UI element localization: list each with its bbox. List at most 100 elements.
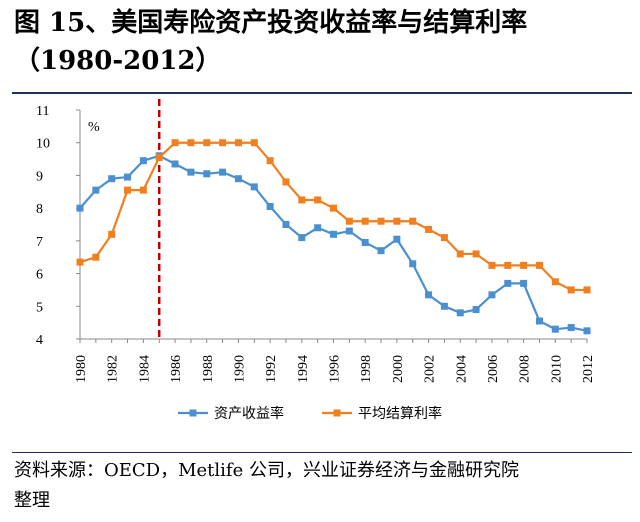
data-point [330,204,337,212]
data-point [377,247,385,255]
unit-label: % [88,120,100,135]
data-point [551,325,559,333]
x-tick-label: 1994 [296,355,311,383]
data-point [488,261,496,269]
legend-swatch-marker [189,409,197,417]
data-point [583,327,591,335]
data-point [488,291,496,299]
data-point [219,168,227,176]
title-divider [12,92,632,94]
data-point [314,196,322,204]
data-point [504,279,512,287]
data-point [76,204,84,212]
data-point [345,217,353,225]
data-point [456,250,464,258]
data-point [535,261,543,269]
data-point [583,286,591,294]
data-point [250,183,258,191]
data-point [234,175,242,183]
line-chart: 4 5 6 7 8 9 10 11 1980 1982 1984 1986 1988 1990 1992 19… [36,99,596,422]
y-tick-label: 10 [36,137,50,152]
x-tick-label: 1986 [169,355,184,383]
series-1 [76,152,591,335]
legend-label: 资产收益率 [214,405,284,422]
data-point [108,175,116,183]
data-point [535,317,543,325]
data-point [219,139,227,147]
data-point [361,217,369,225]
data-point [409,217,417,225]
data-point [345,227,353,235]
x-tick-label: 1980 [74,355,89,383]
data-point [520,279,528,287]
data-point [567,286,575,294]
y-tick-label: 9 [36,169,43,184]
x-tick-label: 1996 [328,355,343,383]
x-tick-label: 1990 [232,355,247,383]
data-point [393,217,401,225]
data-point [472,250,480,258]
data-point [108,230,116,238]
x-tick-label: 1984 [137,355,152,383]
figure-title-line1: 图 15、美国寿险资产投资收益率与结算利率 [14,8,528,38]
data-point [76,258,84,266]
series-2 [76,139,591,294]
data-point [472,306,480,314]
data-point [92,253,100,261]
legend-label: 平均结算利率 [358,405,442,422]
data-point [266,203,274,211]
data-point [250,139,258,147]
x-tick-label: 1988 [201,355,216,383]
data-point [266,157,274,165]
data-point [361,238,369,246]
x-tick-label: 2010 [549,355,564,383]
source-divider [12,452,632,453]
data-point [377,217,385,225]
x-tick-label: 1982 [106,355,121,383]
x-tick-label: 1992 [264,355,279,383]
data-point [139,186,147,194]
data-point [187,168,195,176]
data-point [139,157,147,165]
data-point [456,309,464,317]
y-tick-label: 6 [36,268,43,283]
y-tick-label: 7 [36,235,43,250]
data-point [298,234,306,242]
figure-title-line2: （1980-2012） [14,46,222,76]
y-tick-label: 5 [36,300,43,315]
data-point [298,196,306,204]
data-point [124,186,132,194]
data-point [330,230,337,238]
data-point [155,153,163,161]
x-tick-label: 2004 [454,355,469,383]
source-note: 资料来源：OECD，Metlife 公司，兴业证券经济与金融研究院 整理 [14,456,630,516]
x-tick-label: 1998 [359,355,374,383]
x-tick-label: 2000 [391,355,406,383]
data-point [171,160,179,168]
source-line2: 整理 [14,490,50,511]
legend: 资产收益率 平均结算利率 [178,405,442,422]
x-tick-label: 2002 [423,355,438,383]
series-group [76,139,591,335]
x-tick-label: 2008 [518,355,533,383]
data-point [203,139,211,147]
data-point [409,260,417,268]
legend-swatch-marker [333,409,341,417]
data-point [314,224,322,232]
y-tick-label: 11 [36,104,49,119]
data-point [171,139,179,147]
data-point [203,170,211,178]
x-tick-label: 2006 [486,355,501,383]
source-line1: 资料来源：OECD，Metlife 公司，兴业证券经济与金融研究院 [14,460,519,481]
data-point [282,221,290,228]
data-point [520,261,528,269]
data-point [234,139,242,147]
data-point [551,278,559,286]
data-point [504,261,512,269]
data-point [425,225,433,233]
figure-title: 图 15、美国寿险资产投资收益率与结算利率 （1980-2012） [14,4,630,80]
y-tick-label: 8 [36,202,43,217]
data-point [124,173,132,181]
data-point [187,139,195,147]
series-line [79,154,588,332]
